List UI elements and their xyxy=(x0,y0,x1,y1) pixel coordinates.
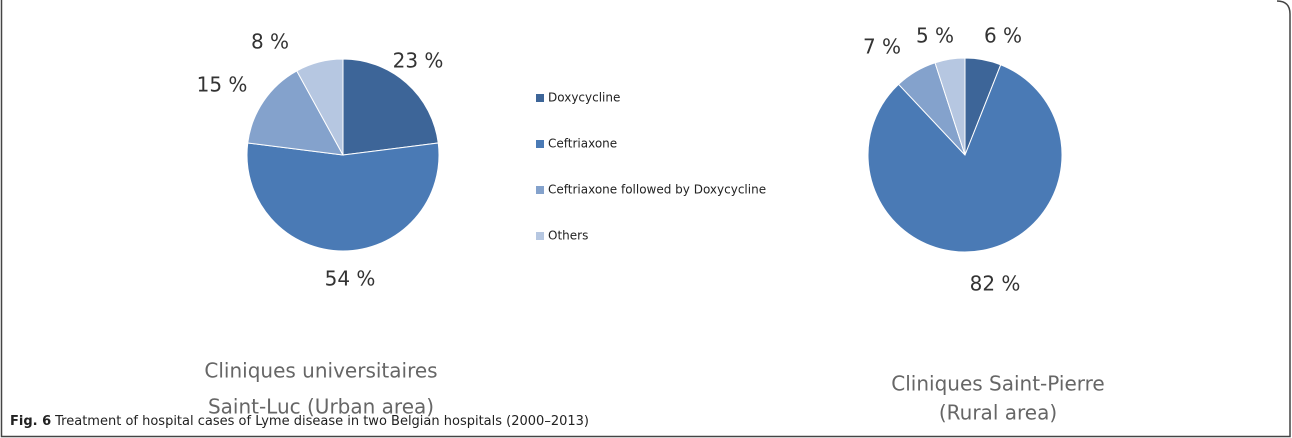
pie-title: Cliniques universitaires xyxy=(204,359,437,383)
legend-swatch xyxy=(536,140,544,148)
legend-swatch xyxy=(536,232,544,240)
slice-label: 82 % xyxy=(970,272,1021,296)
legend-label: Doxycycline xyxy=(548,91,620,105)
caption-label: Fig. 6 xyxy=(10,414,51,429)
pie-title: Cliniques Saint-Pierre xyxy=(891,372,1104,396)
caption: Fig. 6 Treatment of hospital cases of Lym… xyxy=(10,414,589,429)
pie-slice xyxy=(296,58,344,156)
legend-label: Others xyxy=(548,229,588,243)
legend-swatch xyxy=(536,94,544,102)
slice-label: 8 % xyxy=(251,30,289,54)
pie-title: Saint-Luc (Urban area) xyxy=(208,395,434,419)
legend-swatch xyxy=(536,186,544,194)
pie-slice xyxy=(247,70,344,156)
pie-slice xyxy=(342,58,439,156)
pie-slice xyxy=(867,64,1063,253)
pie-title: (Rural area) xyxy=(939,401,1057,425)
slice-label: 7 % xyxy=(863,35,901,59)
legend-label: Ceftriaxone xyxy=(548,137,617,151)
pie-slice xyxy=(934,57,966,156)
slice-label: 15 % xyxy=(197,73,248,97)
caption-text: Treatment of hospital cases of Lyme dise… xyxy=(54,414,589,429)
slice-label: 6 % xyxy=(984,24,1022,48)
legend-label: Ceftriaxone followed by Doxycycline xyxy=(548,183,766,197)
slice-label: 54 % xyxy=(325,267,376,291)
slice-label: 23 % xyxy=(393,49,444,73)
slice-label: 5 % xyxy=(916,24,954,48)
pie-slice xyxy=(246,142,440,252)
